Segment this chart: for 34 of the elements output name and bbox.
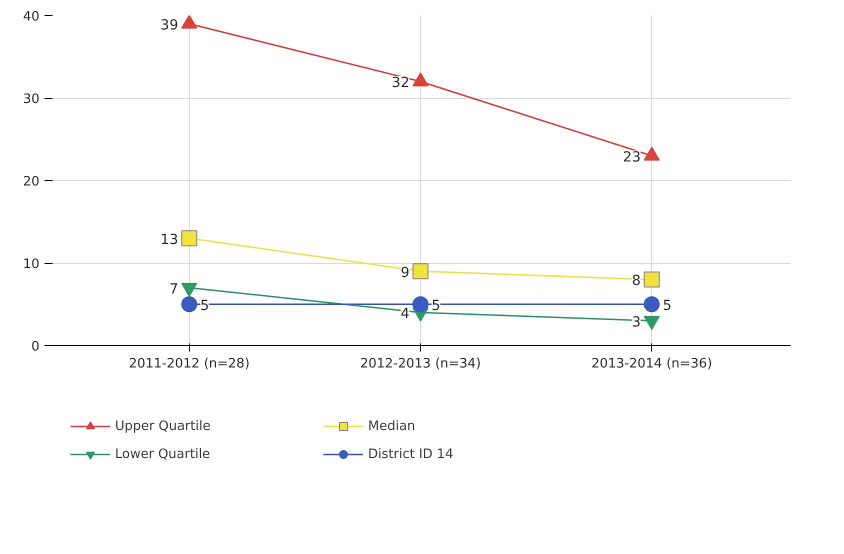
x-tick-label: 2013-2014 (n=36) (591, 356, 712, 372)
data-label: 39 (160, 17, 178, 34)
point (412, 263, 428, 280)
point (181, 230, 198, 246)
data-label: 5 (662, 298, 672, 314)
data-label: 9 (400, 264, 410, 281)
point (181, 16, 198, 29)
point (644, 146, 660, 161)
x-tick-label: 2012-2013 (n=34) (360, 356, 481, 372)
point (181, 296, 198, 312)
legend-label: Upper Quartile (115, 418, 212, 434)
data-label: 23 (622, 149, 641, 166)
point (644, 272, 660, 288)
y-tick-label: 0 (31, 340, 40, 354)
legend-label: District ID 14 (368, 446, 454, 462)
data-label: 5 (200, 298, 210, 314)
data-label: 4 (400, 306, 410, 322)
data-label: 8 (632, 273, 641, 289)
point (412, 72, 428, 86)
data-label: 32 (392, 75, 410, 91)
y-tick-label: 40 (22, 10, 40, 24)
point (644, 316, 660, 330)
y-tick-label: 10 (22, 257, 40, 272)
y-tick-label: 30 (22, 92, 40, 107)
data-label: 13 (160, 232, 178, 248)
y-tick-label: 20 (22, 174, 40, 190)
point (412, 296, 428, 312)
data-label: 7 (169, 281, 178, 298)
legend-label: Lower Quartile (115, 446, 212, 462)
x-tick-label: 2011-2012 (n=28) (128, 356, 250, 372)
legend-label: Median (368, 418, 416, 434)
point (644, 296, 660, 312)
data-label: 5 (432, 298, 440, 314)
data-label: 3 (632, 314, 641, 330)
